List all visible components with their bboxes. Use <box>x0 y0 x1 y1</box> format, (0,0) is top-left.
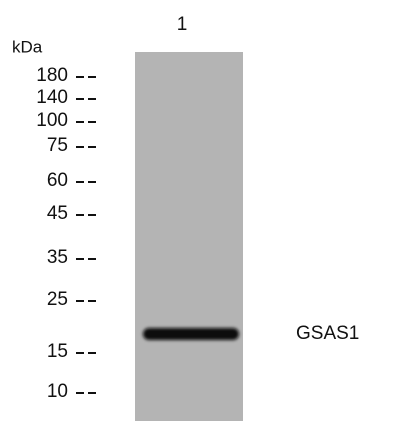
marker-label: 180 <box>36 65 68 86</box>
marker-label: 60 <box>47 170 68 191</box>
lane-label: 1 <box>177 14 188 35</box>
marker-label: 35 <box>47 247 68 268</box>
unit-label: kDa <box>12 37 43 56</box>
lane <box>135 52 243 421</box>
marker-label: 140 <box>36 87 68 108</box>
band <box>143 328 239 340</box>
marker-label: 100 <box>36 110 68 131</box>
marker-label: 10 <box>47 381 68 402</box>
blot: kDa GSAS1 1 180140100 75 60 45 35 25 15 10 <box>0 0 406 421</box>
marker-label: 45 <box>47 203 68 224</box>
band-label: GSAS1 <box>296 323 359 344</box>
marker-label: 25 <box>47 289 68 310</box>
marker-label: 15 <box>47 341 68 362</box>
marker-label: 75 <box>47 135 68 156</box>
